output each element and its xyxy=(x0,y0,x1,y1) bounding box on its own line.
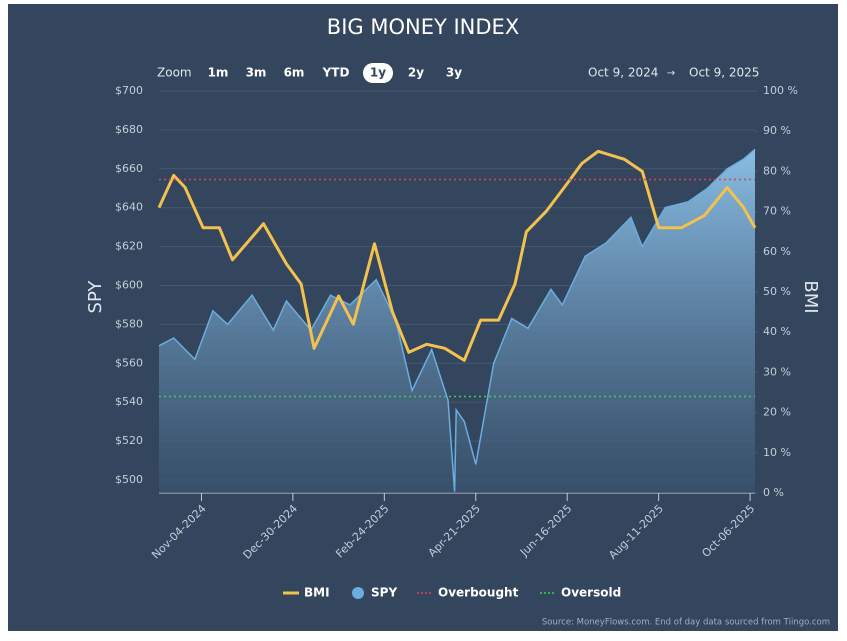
zoom-button[interactable]: 1m xyxy=(208,66,229,80)
spy-line xyxy=(158,148,756,492)
y-tick-label: $540 xyxy=(115,395,143,408)
y2-tick-label: 10 % xyxy=(763,446,791,459)
legend-item[interactable]: BMI xyxy=(283,586,330,600)
y2-tick-label: 20 % xyxy=(763,406,791,419)
y-tick-label: $520 xyxy=(115,434,143,447)
y2-tick-label: 50 % xyxy=(763,285,791,298)
legend-item[interactable]: Oversold xyxy=(540,586,621,600)
zoom-button[interactable]: YTD xyxy=(322,66,350,80)
y2-tick-label: 70 % xyxy=(763,205,791,218)
zoom-button-selected xyxy=(363,63,393,83)
y2-tick-label: 80 % xyxy=(763,164,791,177)
y2-tick-label: 90 % xyxy=(763,124,791,137)
y2-axis-title: BMI xyxy=(800,280,821,313)
zoom-button[interactable]: 6m xyxy=(284,66,305,80)
legend-item[interactable]: Overbought xyxy=(417,586,519,600)
zoom-button[interactable]: 1y xyxy=(370,66,386,80)
zoom-button[interactable]: 2y xyxy=(408,66,424,80)
y-tick-label: $620 xyxy=(115,240,143,253)
y-tick-label: $560 xyxy=(115,356,143,369)
y2-tick-label: 40 % xyxy=(763,325,791,338)
y-tick-label: $580 xyxy=(115,317,143,330)
y2-tick-label: 60 % xyxy=(763,245,791,258)
range-from: Oct 9, 2024 xyxy=(588,66,658,80)
spy-area xyxy=(159,149,755,494)
y-tick-label: $640 xyxy=(115,201,143,214)
y-tick-label: $600 xyxy=(115,278,143,291)
y2-tick-label: 0 % xyxy=(763,486,784,499)
y-tick-label: $700 xyxy=(115,84,143,97)
y-tick-label: $500 xyxy=(115,473,143,486)
y2-tick-label: 100 % xyxy=(763,84,798,97)
y2-tick-label: 30 % xyxy=(763,365,791,378)
chart-title: BIG MONEY INDEX xyxy=(327,15,519,39)
range-to: Oct 9, 2025 xyxy=(689,66,759,80)
y-tick-label: $680 xyxy=(115,123,143,136)
zoom-button[interactable]: 3y xyxy=(446,66,462,80)
source-note: Source: MoneyFlows.com. End of day data … xyxy=(542,618,830,628)
legend-label: Overbought xyxy=(438,586,519,600)
range-arrow: → xyxy=(667,68,675,79)
legend-label: Oversold xyxy=(561,586,621,600)
zoom-label: Zoom xyxy=(157,66,192,80)
y-axis-title: SPY xyxy=(85,280,106,314)
y-tick-label: $660 xyxy=(115,162,143,175)
zoom-button[interactable]: 3m xyxy=(246,66,267,80)
legend-label: SPY xyxy=(371,586,397,600)
legend-item[interactable]: SPY xyxy=(352,586,397,600)
legend-label: BMI xyxy=(304,586,330,600)
bmi-line xyxy=(157,149,757,362)
legend-swatch xyxy=(352,587,364,599)
